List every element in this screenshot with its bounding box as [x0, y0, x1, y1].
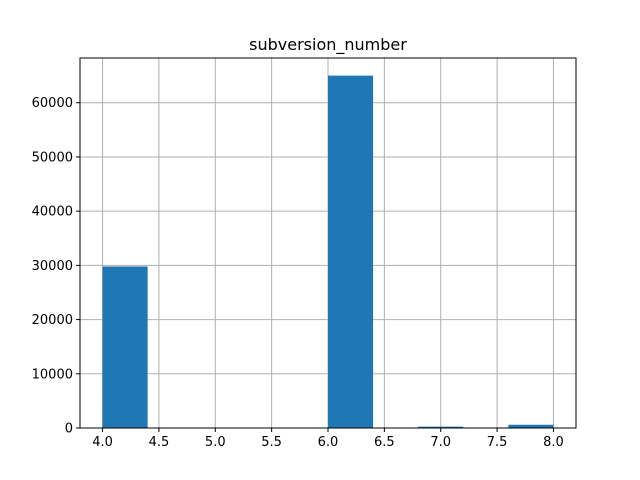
- x-tick-label: 5.0: [205, 435, 226, 450]
- y-tick-label: 60000: [32, 96, 73, 111]
- y-tick-label: 50000: [32, 150, 73, 165]
- bars: [102, 75, 554, 428]
- x-tick-label: 6.0: [318, 435, 339, 450]
- y-tick-label: 40000: [32, 205, 73, 220]
- y-axis-ticks: 0 10000 20000 30000 40000 50000 60000: [32, 96, 80, 437]
- histogram-bar: [102, 266, 148, 428]
- x-tick-label: 4.5: [149, 435, 170, 450]
- x-tick-label: 8.0: [543, 435, 564, 450]
- y-tick-label: 10000: [32, 367, 73, 382]
- histogram-bar: [328, 75, 374, 428]
- x-tick-label: 4.0: [92, 435, 113, 450]
- histogram-bar: [418, 426, 464, 428]
- x-tick-label: 6.5: [374, 435, 395, 450]
- x-axis-ticks: 4.0 4.5 5.0 5.5 6.0 6.5 7.0 7.5 8.0: [92, 428, 564, 450]
- y-tick-label: 30000: [32, 259, 73, 274]
- x-tick-label: 7.0: [430, 435, 451, 450]
- x-tick-label: 5.5: [261, 435, 282, 450]
- x-tick-label: 7.5: [487, 435, 508, 450]
- y-tick-label: 0: [65, 422, 73, 437]
- histogram-bar: [508, 424, 554, 428]
- chart-title: subversion_number: [249, 35, 407, 55]
- y-tick-label: 20000: [32, 313, 73, 328]
